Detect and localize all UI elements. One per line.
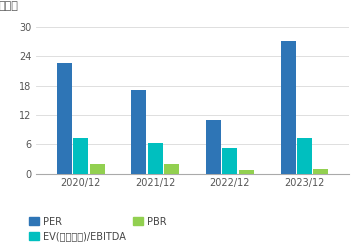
Bar: [164, 164, 179, 174]
Legend: PER, EV(지분조정)/EBITDA, PBR: PER, EV(지분조정)/EBITDA, PBR: [25, 213, 171, 246]
Bar: [222, 148, 237, 174]
Bar: [90, 164, 105, 174]
Bar: [73, 138, 88, 174]
Text: （배）: （배）: [0, 1, 18, 11]
Bar: [131, 90, 147, 174]
Bar: [297, 138, 312, 174]
Bar: [239, 170, 254, 174]
Bar: [314, 169, 328, 174]
Bar: [57, 63, 72, 174]
Bar: [148, 143, 163, 174]
Bar: [280, 41, 296, 174]
Bar: [206, 120, 221, 174]
